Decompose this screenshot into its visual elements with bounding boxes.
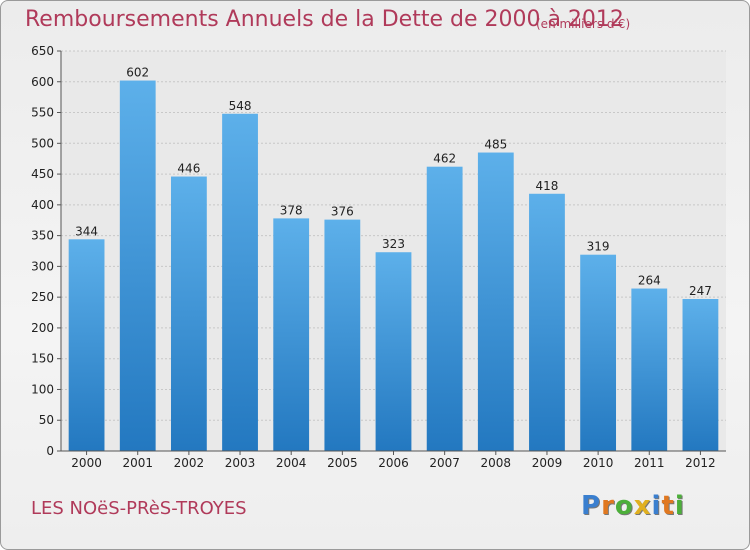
y-tick-label: 350 (31, 229, 54, 243)
y-tick-label: 550 (31, 106, 54, 120)
bar-value-label: 462 (433, 152, 456, 166)
bar-2005 (324, 219, 361, 451)
x-tick-label: 2006 (378, 456, 409, 470)
logo-letter: i (674, 491, 685, 521)
bar-value-label: 446 (177, 162, 200, 176)
y-tick-label: 500 (31, 136, 54, 150)
bar-value-label: 344 (75, 224, 98, 238)
x-tick-label: 2009 (532, 456, 563, 470)
logo-letter: t (661, 491, 675, 521)
bar-value-label: 602 (126, 66, 149, 80)
bar-2003 (222, 113, 258, 452)
proxiti-logo: Proxiti (581, 491, 685, 521)
logo-letter: i (651, 491, 662, 521)
y-tick-label: 650 (31, 44, 54, 58)
bar-2012 (682, 299, 719, 451)
y-tick-label: 200 (31, 321, 54, 335)
y-tick-label: 400 (31, 198, 54, 212)
x-tick-label: 2001 (122, 456, 153, 470)
bar-value-label: 485 (484, 138, 507, 152)
bar-2007 (426, 166, 463, 451)
bar-value-label: 323 (382, 237, 405, 251)
logo-letter: r (601, 491, 615, 521)
x-tick-label: 2003 (225, 456, 256, 470)
bar-2011 (631, 288, 668, 451)
bar-value-label: 418 (536, 179, 559, 193)
x-tick-label: 2000 (71, 456, 102, 470)
bar-value-label: 264 (638, 274, 661, 288)
x-tick-label: 2010 (583, 456, 614, 470)
bar-value-label: 247 (689, 284, 712, 298)
chart-title: Remboursements Annuels de la Dette de 20… (25, 7, 624, 32)
logo-letter: x (633, 491, 652, 521)
bar-value-label: 548 (229, 99, 252, 113)
bar-2000 (68, 239, 105, 451)
logo-letter: P (581, 491, 602, 521)
chart-subtitle: (en milliers d'€) (536, 17, 631, 31)
commune-name: LES NOëS-PRèS-TROYES (31, 498, 247, 519)
y-tick-label: 450 (31, 167, 54, 181)
x-tick-label: 2008 (481, 456, 512, 470)
bar-2002 (170, 176, 207, 452)
bar-2009 (529, 193, 565, 451)
y-tick-label: 250 (31, 290, 54, 304)
bar-2006 (375, 252, 412, 451)
y-tick-label: 600 (31, 75, 54, 89)
bar-value-label: 376 (331, 205, 354, 219)
y-tick-label: 300 (31, 259, 54, 273)
y-tick-label: 100 (31, 382, 54, 396)
x-tick-label: 2004 (276, 456, 307, 470)
x-tick-label: 2012 (685, 456, 716, 470)
x-tick-label: 2005 (327, 456, 358, 470)
y-tick-label: 150 (31, 352, 54, 366)
logo-letter: o (614, 491, 634, 521)
bar-value-label: 378 (280, 203, 303, 217)
bar-2004 (273, 218, 310, 451)
bar-2010 (580, 254, 617, 451)
x-tick-label: 2011 (634, 456, 665, 470)
bar-2001 (119, 80, 156, 452)
y-tick-label: 0 (46, 444, 54, 458)
bar-2008 (477, 152, 514, 452)
x-tick-label: 2007 (429, 456, 460, 470)
bar-value-label: 319 (587, 240, 610, 254)
y-tick-label: 50 (39, 413, 54, 427)
x-tick-label: 2002 (174, 456, 205, 470)
